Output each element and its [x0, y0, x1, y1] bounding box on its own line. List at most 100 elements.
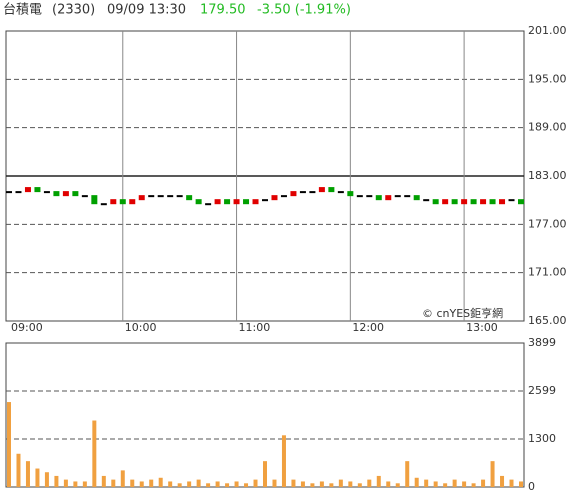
candle	[110, 199, 117, 205]
candle	[34, 187, 41, 193]
volume-bar	[348, 481, 353, 487]
candle	[499, 199, 506, 205]
candle	[375, 195, 382, 201]
candle	[224, 199, 231, 205]
volume-bar	[490, 461, 495, 487]
volume-bar	[452, 479, 457, 487]
stock-code: (2330)	[52, 3, 95, 18]
candle	[356, 195, 363, 198]
x-tick-label: 10:00	[125, 321, 157, 334]
volume-bar	[329, 483, 334, 487]
volume-bar	[357, 483, 362, 487]
volume-bar	[225, 483, 230, 487]
x-tick-label: 13:00	[466, 321, 498, 334]
y-tick-label: 165.00	[528, 314, 567, 327]
volume-bar	[158, 477, 163, 487]
candle	[243, 199, 250, 205]
volume-bar	[263, 461, 267, 487]
volume-bar	[319, 481, 324, 487]
volume-bar	[196, 479, 201, 487]
candle	[337, 191, 344, 194]
volume-bar	[291, 479, 296, 487]
candle	[157, 195, 164, 198]
volume-bar	[481, 479, 486, 487]
datetime: 09/09 13:30	[107, 3, 186, 18]
candle	[461, 199, 468, 205]
volume-bar	[509, 479, 514, 487]
volume-bar	[272, 479, 277, 487]
candle	[205, 203, 212, 206]
price: 179.50	[200, 3, 246, 18]
volume-bar	[433, 481, 438, 487]
volume-bar	[120, 470, 125, 487]
volume-bar	[101, 475, 106, 487]
candle	[442, 199, 449, 205]
y-tick-label: 189.00	[528, 121, 567, 134]
y-tick-label: 201.00	[528, 24, 567, 37]
volume-bar	[44, 472, 49, 487]
volume-bar	[25, 461, 30, 487]
volume-bar	[111, 479, 116, 487]
volume-bar	[367, 479, 372, 487]
volume-bar	[253, 479, 258, 487]
candle	[148, 195, 155, 198]
candle	[176, 195, 183, 198]
candle	[186, 195, 193, 201]
volume-bar	[215, 481, 220, 487]
candle	[413, 195, 420, 201]
candle	[91, 195, 98, 205]
candle	[24, 187, 31, 193]
volume-bar	[395, 483, 400, 487]
candle	[100, 203, 107, 206]
y-tick-label: 2599	[528, 384, 556, 397]
candle	[318, 187, 325, 193]
y-tick-label: 183.00	[528, 169, 567, 182]
volume-bar	[376, 475, 381, 487]
candle	[347, 191, 354, 197]
candle	[271, 195, 278, 201]
volume-bar	[471, 483, 476, 487]
candle	[423, 199, 430, 202]
candle	[480, 199, 487, 205]
candle	[366, 195, 373, 198]
candle	[62, 191, 69, 197]
volume-bar	[206, 483, 211, 487]
volume-bar	[338, 479, 343, 487]
x-tick-label: 09:00	[11, 321, 43, 334]
volume-bar	[234, 481, 239, 487]
volume-bar	[424, 479, 429, 487]
volume-bar	[35, 468, 40, 487]
candle	[328, 187, 335, 193]
x-tick-label: 12:00	[352, 321, 384, 334]
volume-bar	[462, 481, 467, 487]
volume-bar	[168, 481, 173, 487]
volume-bar	[300, 481, 305, 487]
candle	[214, 199, 221, 205]
candle	[451, 199, 458, 205]
candle	[53, 191, 60, 197]
candle	[252, 199, 259, 205]
y-tick-label: 3899	[528, 336, 556, 349]
volume-bar	[187, 481, 192, 487]
candle	[280, 195, 287, 198]
y-tick-label: 0	[528, 480, 535, 493]
candle	[138, 195, 145, 201]
volume-bar	[386, 481, 391, 487]
candle	[119, 199, 126, 205]
volume-bar	[130, 479, 135, 487]
candle	[195, 199, 202, 205]
candle	[470, 199, 477, 205]
candle	[129, 199, 136, 205]
candle	[43, 191, 50, 194]
candle	[233, 199, 240, 205]
candle	[385, 195, 392, 201]
volume-bar	[16, 453, 21, 487]
candle	[489, 199, 496, 205]
volume-bar	[414, 477, 419, 487]
volume-bar	[63, 479, 68, 487]
volume-bar	[149, 479, 154, 487]
candle	[81, 195, 88, 198]
volume-bar	[244, 483, 249, 487]
